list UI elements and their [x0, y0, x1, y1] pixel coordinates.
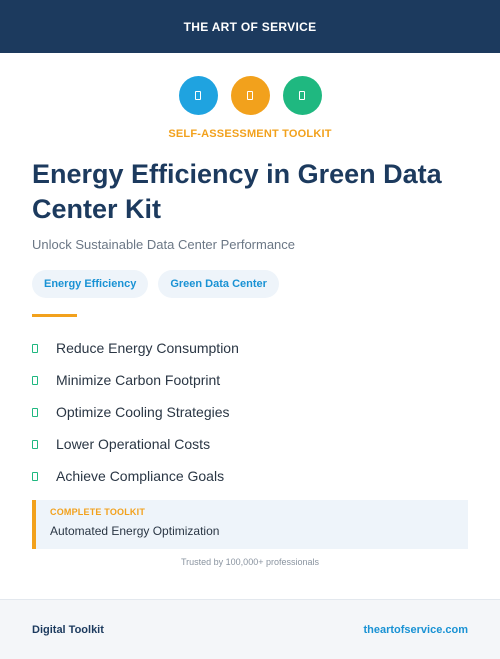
check-icon	[32, 471, 38, 481]
icon-row	[0, 76, 500, 115]
list-item: Minimize Carbon Footprint	[32, 364, 239, 396]
list-item: Optimize Cooling Strategies	[32, 396, 239, 428]
footer-bar: Digital Toolkit theartofservice.com	[0, 599, 500, 659]
list-item: Reduce Energy Consumption	[32, 332, 239, 364]
check-icon	[32, 375, 38, 385]
kicker-label: SELF-ASSESSMENT TOOLKIT	[168, 128, 332, 140]
page-subtitle: Unlock Sustainable Data Center Performan…	[32, 237, 296, 252]
list-item: Achieve Compliance Goals	[32, 460, 239, 492]
trust-note: Trusted by 100,000+ professionals	[180, 557, 319, 567]
feature-text: Achieve Compliance Goals	[56, 468, 225, 484]
website-link[interactable]: theartofservice.com	[363, 623, 468, 636]
document-icon	[282, 76, 322, 115]
brand-name: THE ART OF SERVICE	[183, 19, 317, 34]
check-icon	[32, 407, 38, 417]
tag-energy-efficiency[interactable]: Energy Efficiency	[32, 270, 149, 298]
document-icon	[230, 76, 270, 115]
tag-green-data-center[interactable]: Green Data Center	[158, 270, 279, 298]
document-glyph	[247, 91, 253, 100]
check-icon	[32, 439, 38, 449]
feature-text: Minimize Carbon Footprint	[56, 372, 221, 388]
tag-list: Energy Efficiency Green Data Center	[32, 270, 279, 298]
callout-text: Automated Energy Optimization	[50, 524, 220, 538]
divider	[32, 314, 77, 317]
header-bar: THE ART OF SERVICE	[0, 0, 500, 53]
list-item: Lower Operational Costs	[32, 428, 239, 460]
page-title: Energy Efficiency in Green Data Center K…	[32, 159, 442, 224]
feature-text: Optimize Cooling Strategies	[56, 404, 230, 420]
callout-box: COMPLETE TOOLKIT Automated Energy Optimi…	[32, 500, 468, 549]
check-icon	[32, 343, 38, 353]
feature-text: Lower Operational Costs	[56, 436, 211, 452]
feature-text: Reduce Energy Consumption	[56, 340, 239, 356]
feature-list: Reduce Energy Consumption Minimize Carbo…	[32, 332, 239, 492]
document-glyph	[299, 91, 305, 100]
document-icon	[178, 76, 218, 115]
callout-label: COMPLETE TOOLKIT	[50, 507, 146, 517]
footer-label: Digital Toolkit	[32, 623, 104, 636]
document-glyph	[195, 91, 201, 100]
